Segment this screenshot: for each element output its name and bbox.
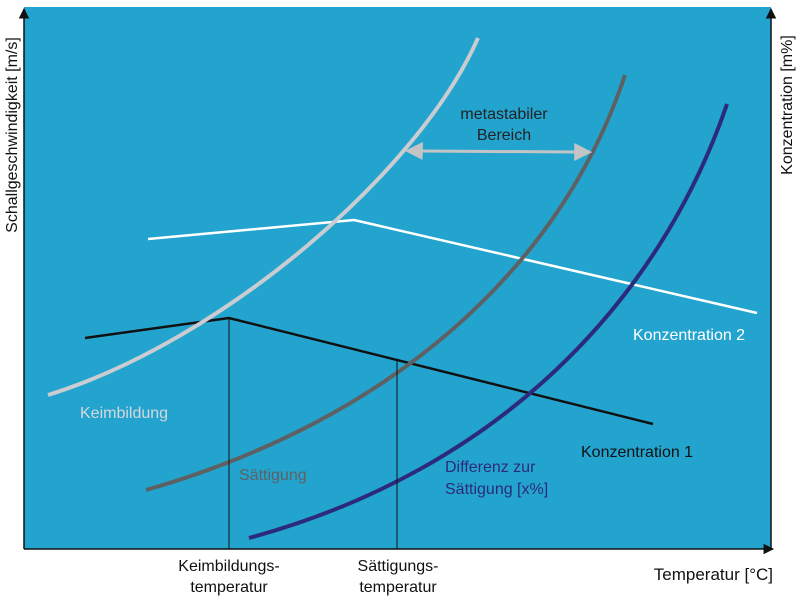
keimbildung-label: Keimbildung bbox=[80, 405, 168, 422]
keimbildung-temp-label-line2: temperatur bbox=[190, 579, 268, 596]
x-axis-label: Temperatur [°C] bbox=[654, 565, 773, 584]
metastabil-arrow bbox=[404, 142, 593, 161]
differenz-label-line1: Differenz zur bbox=[445, 459, 536, 476]
saettigung-temp-label-line2: temperatur bbox=[359, 579, 437, 596]
konzentration-1-label: Konzentration 1 bbox=[581, 444, 693, 461]
saettigung-temp-label-line1: Sättigungs- bbox=[358, 558, 439, 575]
keimbildung-curve bbox=[47, 37, 480, 397]
keimbildung-temp-label-line1: Keimbildungs- bbox=[178, 558, 279, 575]
saettigung-label: Sättigung bbox=[239, 467, 307, 484]
konzentration-2-label: Konzentration 2 bbox=[633, 327, 745, 344]
differenz-curve bbox=[248, 103, 729, 540]
differenz-label-line2: Sättigung [x%] bbox=[445, 481, 548, 498]
konzentration-2-line bbox=[147, 218, 758, 315]
metastabil-label-line2: Bereich bbox=[477, 127, 531, 144]
y-axis-left-label: Schallgeschwindigkeit [m/s] bbox=[4, 37, 21, 233]
y-axis-right-label: Konzentration [m%] bbox=[779, 35, 796, 175]
metastabil-label-line1: metastabiler bbox=[460, 106, 548, 123]
